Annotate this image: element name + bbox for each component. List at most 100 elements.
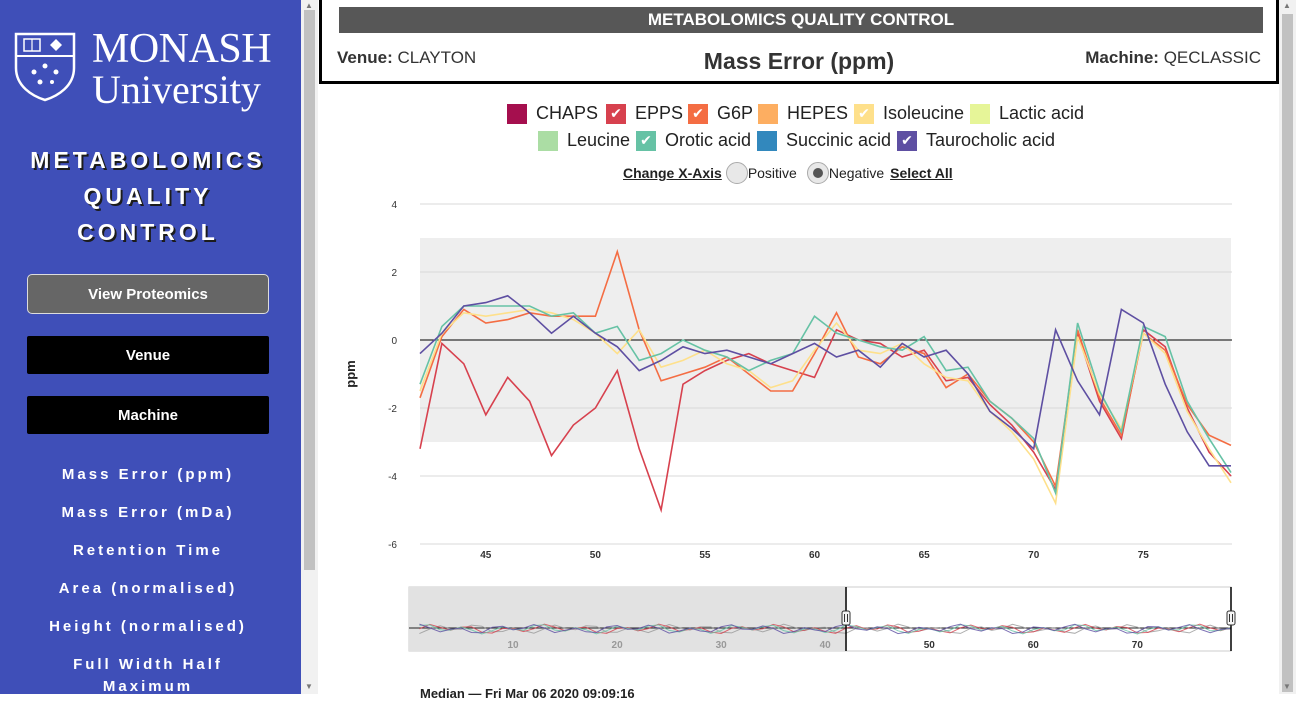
chart-controls: Change X-Axis Positive Negative Select A… (623, 162, 953, 184)
legend-item-leucine[interactable]: Leucine (538, 130, 630, 151)
legend-item-succinic-acid[interactable]: Succinic acid (757, 130, 891, 151)
navigator-series-line (419, 623, 1232, 635)
sidebar-title-line2: QUALITY (83, 183, 213, 209)
y-tick-label: 0 (391, 336, 397, 347)
venue-label: Venue: (337, 48, 393, 67)
navigator-unselected-mask (409, 587, 847, 651)
machine-button[interactable]: Machine (27, 396, 269, 434)
nav-retention-time[interactable]: Retention Time (72, 542, 224, 559)
series-line-taurocholic-acid (419, 294, 1231, 467)
x-tick-label: 55 (699, 550, 711, 561)
legend-swatch[interactable] (757, 130, 777, 151)
navigator-x-tick-label: 10 (507, 640, 519, 651)
legend-swatch[interactable] (758, 103, 778, 124)
sidebar-scrollbar[interactable]: ▲ ▼ (301, 0, 318, 694)
checkbox-checked-icon[interactable]: ✔ (897, 130, 917, 151)
page-scroll-down-icon[interactable]: ▼ (1283, 682, 1291, 691)
navigator-right-handle[interactable] (1226, 610, 1236, 626)
page-scrollbar[interactable]: ▲ ▼ (1279, 0, 1296, 694)
nav-fwhm-line1[interactable]: Full Width Half (73, 656, 223, 673)
select-all-link[interactable]: Select All (890, 165, 953, 181)
legend-label: HEPES (787, 103, 849, 123)
venue-display: Venue: CLAYTON (337, 48, 476, 68)
machine-value: QECLASSIC (1163, 48, 1261, 67)
navigator-left-handle[interactable] (841, 610, 851, 626)
page-scroll-up-icon[interactable]: ▲ (1283, 1, 1291, 10)
legend-item-lactic-acid[interactable]: Lactic acid (970, 103, 1084, 124)
venue-value: CLAYTON (397, 48, 477, 67)
positive-radio[interactable] (725, 162, 748, 184)
nav-mass-error-mda[interactable]: Mass Error (mDa) (61, 504, 235, 521)
series-line-isoleucine (419, 308, 1232, 506)
machine-label: Machine: (1085, 48, 1159, 67)
legend-label: G6P (717, 103, 754, 123)
monash-crest-icon (14, 32, 76, 102)
navigator-x-tick-label: 30 (716, 640, 728, 651)
y-axis-label: ppm (343, 360, 358, 387)
legend-label: CHAPS (536, 103, 599, 123)
logo-wordmark: MONASH University (92, 26, 272, 112)
legend-item-isoleucine[interactable]: ✔ Isoleucine (854, 103, 964, 124)
legend-item-chaps[interactable]: CHAPS (507, 103, 598, 124)
legend-item-taurocholic-acid[interactable]: ✔ Taurocholic acid (897, 130, 1055, 151)
sidebar-title: METABOLOMICS QUALITY CONTROL (0, 142, 296, 250)
machine-display: Machine: QECLASSIC (1085, 48, 1261, 68)
checkbox-checked-icon[interactable]: ✔ (606, 103, 626, 124)
logo-line1: MONASH (92, 26, 272, 72)
scroll-up-icon[interactable]: ▲ (305, 1, 313, 10)
navigator-x-tick-label: 20 (612, 640, 624, 651)
legend-item-orotic-acid[interactable]: ✔ Orotic acid (636, 130, 751, 151)
navigator-x-tick-label: 60 (1028, 640, 1040, 651)
page-scrollbar-thumb[interactable] (1282, 14, 1293, 692)
navigator-series-line (419, 623, 1232, 635)
legend-label: EPPS (635, 103, 684, 123)
sidebar-scrollbar-thumb[interactable] (304, 10, 315, 570)
legend-label: Succinic acid (786, 130, 892, 150)
legend-swatch[interactable] (538, 130, 558, 151)
navigator-x-tick-label: 50 (924, 640, 936, 651)
checkbox-checked-icon[interactable]: ✔ (688, 103, 708, 124)
nav-fwhm-line2[interactable]: Maximum (102, 678, 194, 695)
y-tick-label: -2 (388, 404, 397, 415)
legend-label: Taurocholic acid (926, 130, 1056, 150)
x-tick-label: 70 (1028, 550, 1040, 561)
legend-swatch[interactable] (507, 103, 527, 124)
chart-navigator[interactable]: 10 20 30 40 50 60 70 (319, 580, 1279, 660)
negative-radio[interactable] (806, 162, 829, 184)
legend-item-g6p[interactable]: ✔ G6P (688, 103, 753, 124)
y-tick-label: -6 (388, 540, 397, 551)
change-x-axis-link[interactable]: Change X-Axis (623, 165, 722, 181)
view-proteomics-button[interactable]: View Proteomics (27, 274, 269, 314)
legend-label: Orotic acid (665, 130, 752, 150)
x-tick-label: 60 (809, 550, 821, 561)
checkbox-checked-icon[interactable]: ✔ (636, 130, 656, 151)
venue-button[interactable]: Venue (27, 336, 269, 374)
navigator-x-tick-label: 40 (820, 640, 832, 651)
nav-height-normalised[interactable]: Height (normalised) (49, 618, 247, 635)
negative-label: Negative (828, 165, 885, 181)
nav-area-normalised[interactable]: Area (normalised) (58, 580, 238, 597)
navigator-series-line (419, 624, 1232, 635)
sidebar: MONASH University METABOLOMICS QUALITY C… (0, 0, 301, 695)
positive-label: Positive (747, 165, 797, 181)
checkbox-checked-icon[interactable]: ✔ (854, 103, 874, 124)
legend-item-epps[interactable]: ✔ EPPS (606, 103, 683, 124)
logo-line2: University (92, 67, 261, 112)
navigator-x-tick-label: 70 (1132, 640, 1144, 651)
header-panel: METABOLOMICS QUALITY CONTROL Venue: CLAY… (319, 0, 1279, 84)
x-tick-label: 50 (590, 550, 602, 561)
sidebar-title-line3: CONTROL (77, 219, 219, 245)
page-title: Mass Error (ppm) (703, 48, 895, 74)
nav-mass-error-ppm[interactable]: Mass Error (ppm) (61, 466, 235, 483)
monash-logo[interactable]: MONASH University (12, 28, 292, 112)
series-line-epps (419, 328, 1232, 514)
legend-swatch[interactable] (970, 103, 990, 124)
y-tick-label: -4 (388, 472, 397, 483)
series-line-orotic-acid (419, 305, 1232, 497)
x-tick-label: 75 (1138, 550, 1150, 561)
scroll-down-icon[interactable]: ▼ (305, 682, 313, 691)
mass-error-chart[interactable]: 4 2 0 -2 -4 -6 45 50 55 60 65 70 75 ppm (319, 190, 1279, 590)
x-tick-label: 65 (919, 550, 931, 561)
legend-item-hepes[interactable]: HEPES (758, 103, 848, 124)
radio-selected-dot (812, 168, 823, 178)
